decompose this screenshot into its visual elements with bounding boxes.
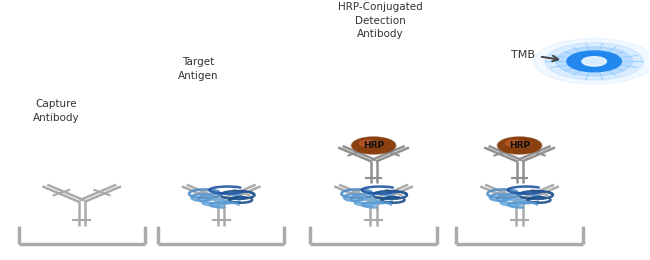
Text: HRP-Conjugated
Detection
Antibody: HRP-Conjugated Detection Antibody (338, 2, 422, 39)
Circle shape (359, 140, 376, 146)
Circle shape (534, 38, 650, 84)
Text: Target
Antigen: Target Antigen (178, 57, 219, 81)
Text: HRP: HRP (509, 141, 530, 150)
Circle shape (556, 47, 632, 76)
Circle shape (352, 137, 395, 154)
Circle shape (567, 51, 621, 72)
Text: TMB: TMB (511, 50, 535, 60)
Circle shape (545, 43, 644, 80)
Text: HRP: HRP (363, 141, 384, 150)
Circle shape (351, 137, 396, 154)
Circle shape (497, 137, 542, 154)
Circle shape (582, 57, 606, 66)
Circle shape (498, 137, 541, 154)
Text: Capture
Antibody: Capture Antibody (32, 99, 79, 123)
Circle shape (506, 140, 522, 146)
